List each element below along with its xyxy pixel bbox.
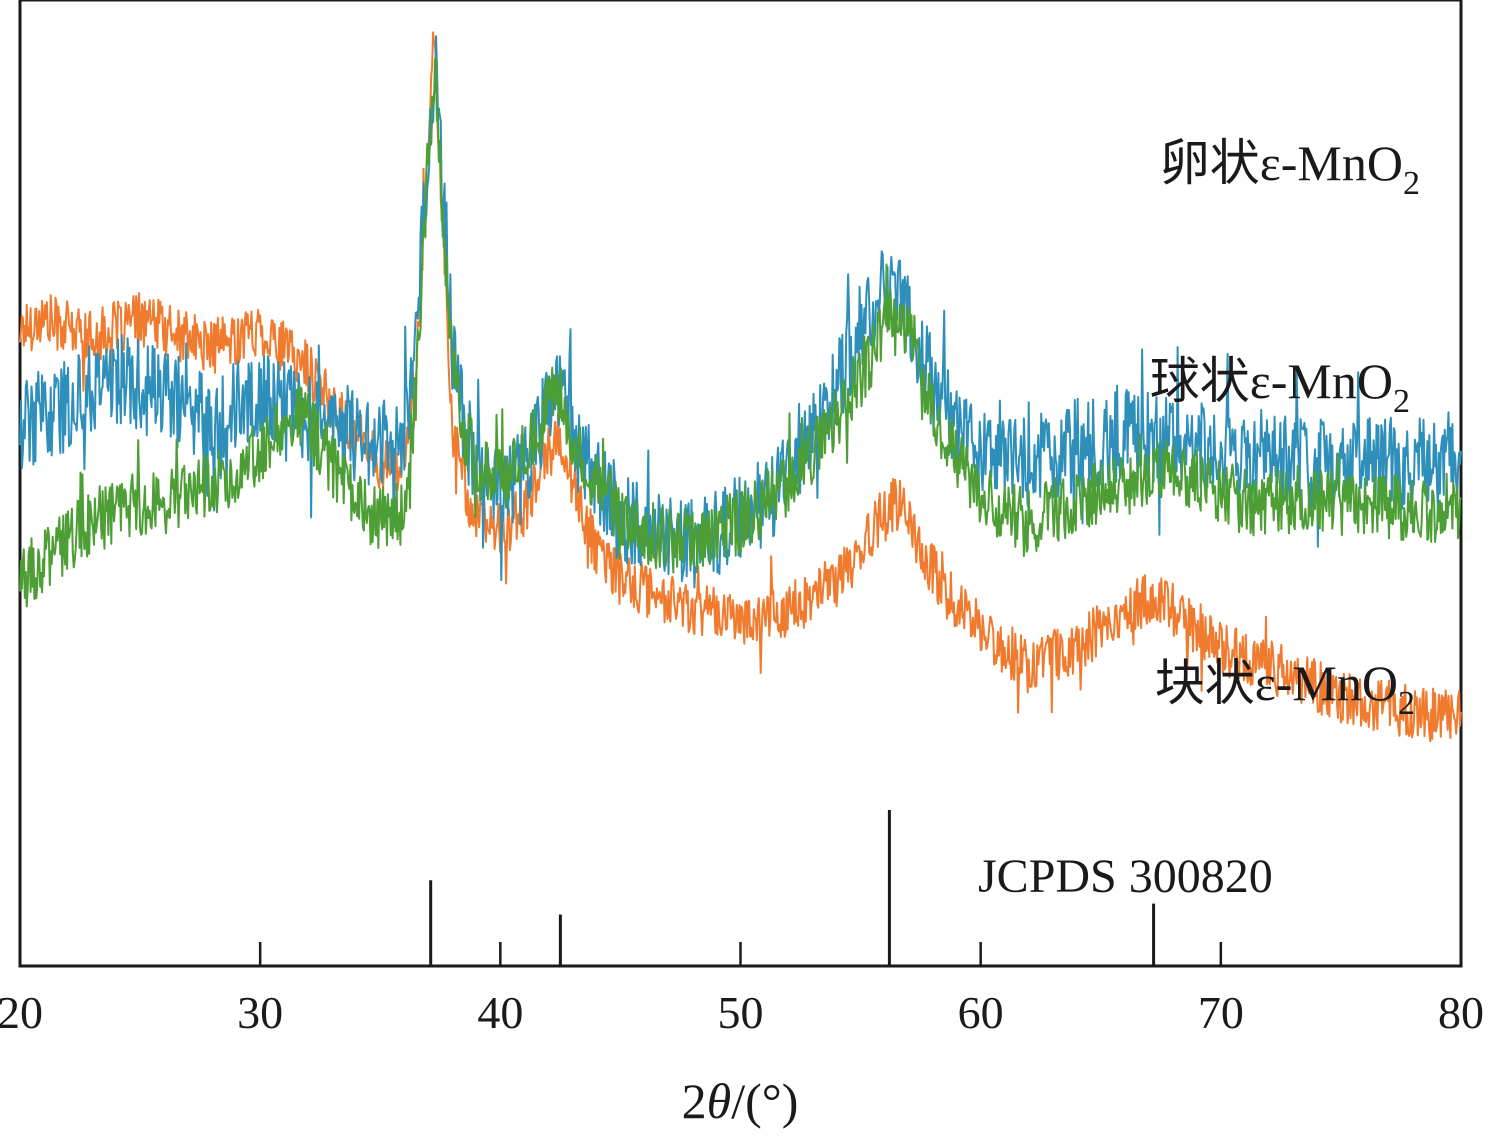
x-tick-label: 70 xyxy=(1198,987,1244,1038)
series-line-1 xyxy=(19,31,1462,743)
series-line-2 xyxy=(19,35,1462,589)
series-label-subscript: 2 xyxy=(1393,383,1410,420)
series-layer xyxy=(19,31,1462,743)
x-axis-title: 2θ/(°) xyxy=(682,1073,799,1129)
series-label-3: 块状ε-MnO2 xyxy=(1155,655,1415,722)
series-label-text: 球状ε-MnO xyxy=(1150,353,1393,409)
x-tick-label: 30 xyxy=(237,987,283,1038)
x-tick-label: 80 xyxy=(1438,987,1484,1038)
series-label-text: 块状ε-MnO xyxy=(1155,655,1398,711)
x-tick-label: 20 xyxy=(0,987,43,1038)
series-label-subscript: 2 xyxy=(1398,685,1415,722)
reference-peaks xyxy=(429,810,1156,966)
series-label-subscript: 2 xyxy=(1403,165,1420,202)
x-axis-ticks: 20 30 40 50 60 70 80 xyxy=(0,942,1484,1038)
reference-label: JCPDS 300820 xyxy=(978,850,1273,903)
series-line-3 xyxy=(19,56,1462,608)
x-axis-title-suffix: /(°) xyxy=(731,1073,798,1129)
x-tick-label: 40 xyxy=(477,987,523,1038)
series-label-2: 球状ε-MnO2 xyxy=(1150,353,1410,420)
x-axis-title-theta: θ xyxy=(707,1073,732,1129)
x-axis-title-prefix: 2 xyxy=(682,1073,707,1129)
x-tick-label: 60 xyxy=(958,987,1004,1038)
series-label-1: 卵状ε-MnO2 xyxy=(1160,135,1420,202)
x-tick-label: 50 xyxy=(718,987,764,1038)
series-label-text: 卵状ε-MnO xyxy=(1160,135,1403,191)
